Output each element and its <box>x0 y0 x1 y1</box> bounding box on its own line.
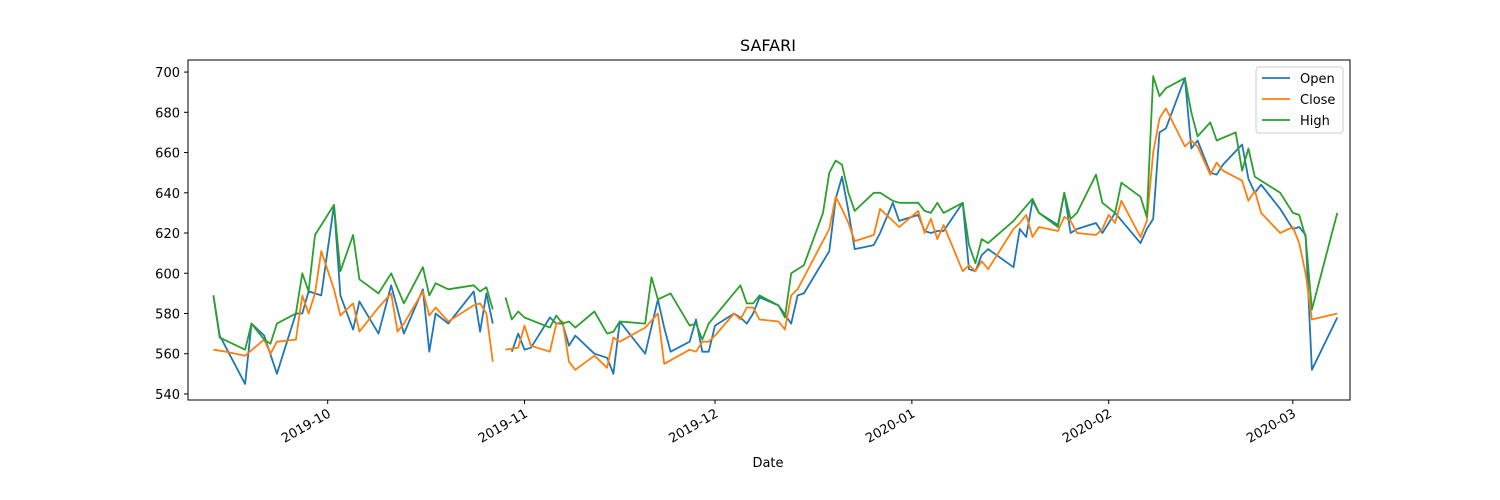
y-tick-label: 700 <box>155 66 180 81</box>
series-layer <box>212 75 1339 385</box>
y-tick-label: 560 <box>155 348 180 363</box>
chart-title: SAFARI <box>740 36 796 55</box>
series-line-close <box>213 107 1338 371</box>
series-line-high <box>212 75 1339 351</box>
legend-box <box>1255 66 1344 134</box>
x-axis-title: Date <box>752 456 783 471</box>
y-tick-label: 600 <box>155 267 180 282</box>
y-axis: 540 560 580 600 620 640 660 680 700 <box>155 66 188 403</box>
legend-label-high: High <box>1300 114 1330 129</box>
y-tick-label: 640 <box>155 187 180 202</box>
y-tick-label: 660 <box>155 147 180 162</box>
y-tick-label: 620 <box>155 227 180 242</box>
plot-frame <box>187 59 1351 401</box>
legend: Open Close High <box>1255 66 1344 134</box>
y-tick-label: 580 <box>155 307 180 322</box>
legend-label-close: Close <box>1300 93 1335 108</box>
legend-label-open: Open <box>1300 72 1335 87</box>
plot-area <box>187 59 1351 401</box>
y-tick-label: 680 <box>155 106 180 121</box>
y-tick-label: 540 <box>155 388 180 403</box>
